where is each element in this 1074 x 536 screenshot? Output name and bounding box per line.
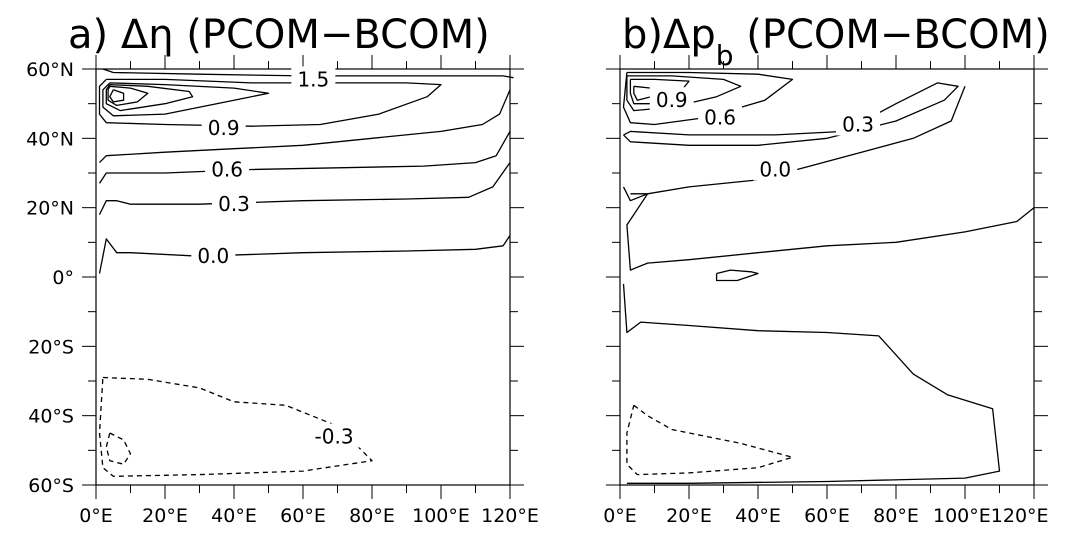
contour-label: 1.5 [297, 67, 329, 91]
y-tick-label: 0° [52, 267, 74, 289]
x-tick-label: 40°E [211, 505, 257, 527]
contour-label: -0.3 [315, 424, 354, 448]
contour-line [107, 85, 149, 107]
contour-label-bg [191, 243, 236, 268]
contour-line [99, 89, 511, 164]
contour-label: 0.6 [211, 158, 243, 182]
contour-label-bg [698, 104, 743, 129]
x-tick-label: 0°E [79, 505, 113, 527]
contour-label: 0.0 [197, 244, 229, 268]
plot-frame [95, 68, 511, 486]
contour-line [715, 269, 759, 282]
x-tick-label: 100°E [412, 505, 470, 527]
x-tick-label: 60°E [280, 505, 326, 527]
contour-label-bg [649, 87, 694, 112]
y-tick-label: 40°S [28, 406, 74, 428]
x-tick-label: 120°E [481, 505, 539, 527]
contour-label: 0.3 [842, 112, 874, 136]
contour-line [98, 78, 442, 127]
y-tick-label: 40°N [26, 128, 74, 150]
y-tick-label: 60°N [26, 59, 74, 81]
contour-line [105, 432, 132, 465]
y-tick-label: 20°S [28, 336, 74, 358]
contour-label: 0.3 [218, 192, 250, 216]
x-tick-label: 40°E [735, 505, 781, 527]
contour-line [105, 83, 194, 112]
panel-b: b)Δpb (PCOM−BCOM) 0°E 20°E 40°E 60°E 80°E 100°… [603, 12, 1049, 527]
x-tick-label: 100°E120°E [933, 505, 1049, 527]
contour-line [626, 75, 742, 112]
contour-label-bg [205, 156, 250, 181]
contour-line [626, 193, 1035, 271]
panel-title: a) Δη (PCOM−BCOM) [68, 12, 490, 58]
x-tick-label: 20°E [666, 505, 712, 527]
contour-line [622, 283, 1001, 484]
contour-label-bg [291, 66, 336, 91]
contour-line [102, 68, 514, 79]
contour-line [98, 131, 511, 184]
panel-title: b)Δpb (PCOM−BCOM) [622, 12, 1050, 72]
contour-label-bg [212, 191, 256, 216]
x-tick-label: 60°E [804, 505, 850, 527]
contour-line [98, 235, 511, 274]
contour-line [98, 376, 373, 477]
contour-line [633, 85, 652, 101]
panel-a: a) Δη (PCOM−BCOM)60°N 40°N 20°N 0° 20°S 40°S 6… [26, 12, 539, 527]
contour-line [626, 404, 794, 476]
contour-label: 0.9 [656, 88, 688, 112]
x-tick-label: 80°E [873, 505, 919, 527]
contour-line [109, 89, 125, 103]
plot-frame [619, 68, 1035, 486]
contour-line [102, 82, 270, 117]
contour-label-bg [836, 111, 881, 136]
contour-label: 0.9 [208, 116, 240, 140]
contour-line [623, 82, 959, 146]
y-tick-label: 20°N [26, 198, 74, 220]
contour-label-bg [201, 114, 246, 139]
contour-label: 0.0 [759, 158, 791, 182]
contour-line [98, 162, 511, 215]
contour-label: 0.6 [704, 106, 736, 130]
contour-label-bg [306, 423, 363, 448]
y-tick-label: 60°S [28, 475, 74, 497]
x-tick-label: 20°E [142, 505, 188, 527]
x-tick-label: 0°E [603, 505, 637, 527]
contour-label-bg [753, 156, 798, 181]
x-tick-label: 80°E [349, 505, 395, 527]
